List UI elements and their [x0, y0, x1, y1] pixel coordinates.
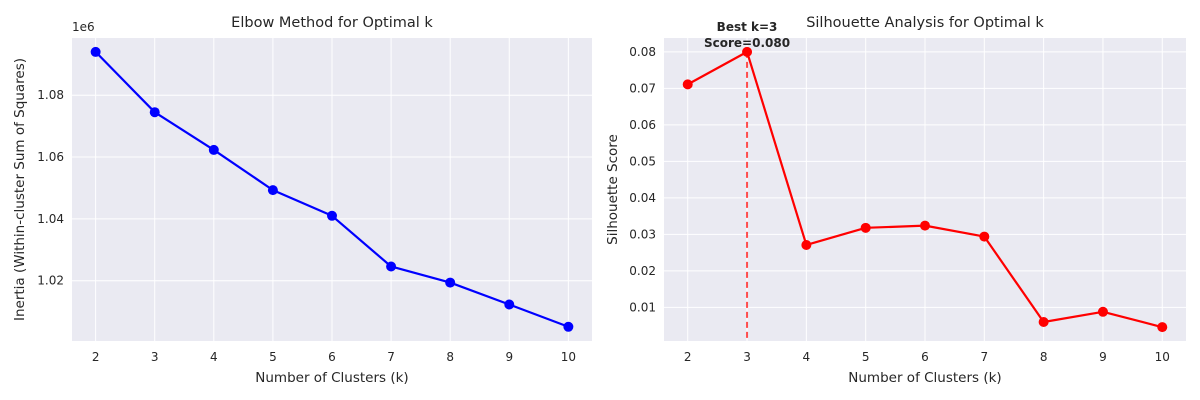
- elbow-x-ticks: 2 3 4 5 6 7 8 9 10: [92, 350, 576, 364]
- elbow-data-point: [386, 261, 397, 272]
- silhouette-y-ticks: 0.01 0.02 0.03 0.04 0.05 0.06 0.07 0.08: [629, 45, 656, 315]
- elbow-y-axis-label: Inertia (Within-cluster Sum of Squares): [12, 58, 28, 321]
- silhouette-x-axis-label: Number of Clusters (k): [848, 370, 1001, 386]
- elbow-chart-title: Elbow Method for Optimal k: [231, 15, 433, 31]
- elbow-y-tick-label: 1.02: [37, 274, 64, 288]
- silhouette-data-point: [1157, 322, 1168, 333]
- silhouette-y-tick-label: 0.01: [629, 300, 656, 314]
- silhouette-x-tick-label: 7: [980, 350, 988, 364]
- silhouette-y-tick-label: 0.05: [629, 154, 656, 168]
- elbow-x-tick-label: 4: [210, 350, 218, 364]
- elbow-data-point: [563, 321, 574, 332]
- elbow-chart: Elbow Method for Optimal k 1e6 2 3 4 5 6 7 8 9 1…: [12, 15, 592, 386]
- silhouette-y-tick-label: 0.07: [629, 81, 656, 95]
- elbow-data-point: [208, 144, 219, 155]
- silhouette-data-point: [979, 231, 990, 242]
- silhouette-y-tick-label: 0.08: [629, 45, 656, 59]
- elbow-x-tick-label: 5: [269, 350, 277, 364]
- silhouette-data-point: [860, 222, 871, 233]
- silhouette-y-tick-label: 0.02: [629, 264, 656, 278]
- silhouette-y-tick-label: 0.04: [629, 191, 656, 205]
- elbow-x-tick-label: 2: [92, 350, 100, 364]
- silhouette-y-axis-label: Silhouette Score: [605, 134, 621, 245]
- silhouette-y-tick-label: 0.06: [629, 118, 656, 132]
- silhouette-data-point: [1097, 306, 1108, 317]
- silhouette-y-tick-label: 0.03: [629, 227, 656, 241]
- elbow-x-tick-label: 8: [446, 350, 454, 364]
- silhouette-series: [682, 46, 1168, 333]
- silhouette-x-tick-label: 3: [743, 350, 751, 364]
- elbow-x-tick-label: 10: [561, 350, 576, 364]
- silhouette-x-tick-label: 6: [921, 350, 929, 364]
- silhouette-x-tick-label: 10: [1155, 350, 1170, 364]
- elbow-data-point: [504, 299, 515, 310]
- silhouette-x-tick-label: 9: [1099, 350, 1107, 364]
- elbow-x-tick-label: 6: [328, 350, 336, 364]
- silhouette-grid: [664, 38, 1186, 341]
- elbow-x-tick-label: 3: [151, 350, 159, 364]
- silhouette-data-point: [920, 220, 930, 231]
- elbow-y-tick-label: 1.06: [37, 150, 64, 164]
- elbow-y-offset-label: 1e6: [72, 20, 95, 34]
- best-k-score-annotation: Score=0.080: [704, 36, 790, 50]
- elbow-x-tick-label: 7: [387, 350, 395, 364]
- elbow-x-tick-label: 9: [505, 350, 513, 364]
- elbow-series: [90, 46, 574, 332]
- silhouette-x-ticks: 2 3 4 5 6 7 8 9 10: [684, 350, 1170, 364]
- silhouette-x-tick-label: 4: [803, 350, 811, 364]
- silhouette-chart-title: Silhouette Analysis for Optimal k: [806, 15, 1044, 31]
- silhouette-x-tick-label: 5: [862, 350, 870, 364]
- elbow-y-tick-label: 1.04: [37, 212, 64, 226]
- elbow-data-point: [90, 46, 101, 57]
- silhouette-data-point: [682, 79, 693, 90]
- elbow-data-point: [327, 210, 337, 221]
- elbow-data-point: [445, 277, 456, 288]
- elbow-y-tick-label: 1.08: [37, 88, 64, 102]
- silhouette-data-point: [742, 46, 753, 57]
- silhouette-data-point: [1038, 317, 1049, 328]
- best-k-annotation: Best k=3: [717, 20, 778, 34]
- elbow-x-axis-label: Number of Clusters (k): [255, 370, 408, 386]
- elbow-data-point: [267, 185, 278, 196]
- elbow-data-point: [149, 107, 160, 118]
- silhouette-chart: Silhouette Analysis for Optimal k 2 3 4 5 6 7…: [605, 15, 1186, 386]
- elbow-y-ticks: 1.02 1.04 1.06 1.08: [37, 88, 64, 288]
- silhouette-x-tick-label: 2: [684, 350, 692, 364]
- silhouette-x-tick-label: 8: [1040, 350, 1048, 364]
- silhouette-data-point: [801, 239, 812, 250]
